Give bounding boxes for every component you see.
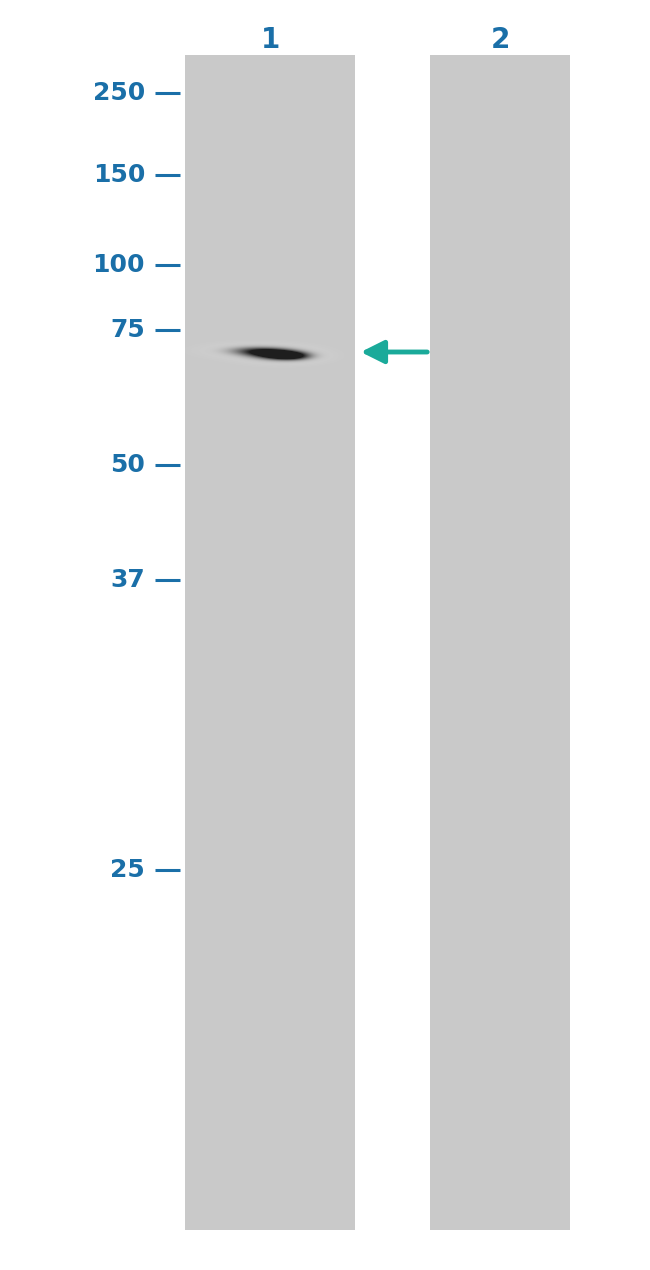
Text: 25: 25 xyxy=(111,859,145,881)
Text: 75: 75 xyxy=(111,318,145,342)
Text: 50: 50 xyxy=(110,453,145,478)
Bar xyxy=(430,55,570,1231)
Text: 150: 150 xyxy=(92,163,145,187)
Bar xyxy=(185,55,355,1231)
Text: 2: 2 xyxy=(490,25,510,55)
Text: 37: 37 xyxy=(111,568,145,592)
Text: 250: 250 xyxy=(93,81,145,105)
Text: 1: 1 xyxy=(261,25,280,55)
Text: 100: 100 xyxy=(92,253,145,277)
